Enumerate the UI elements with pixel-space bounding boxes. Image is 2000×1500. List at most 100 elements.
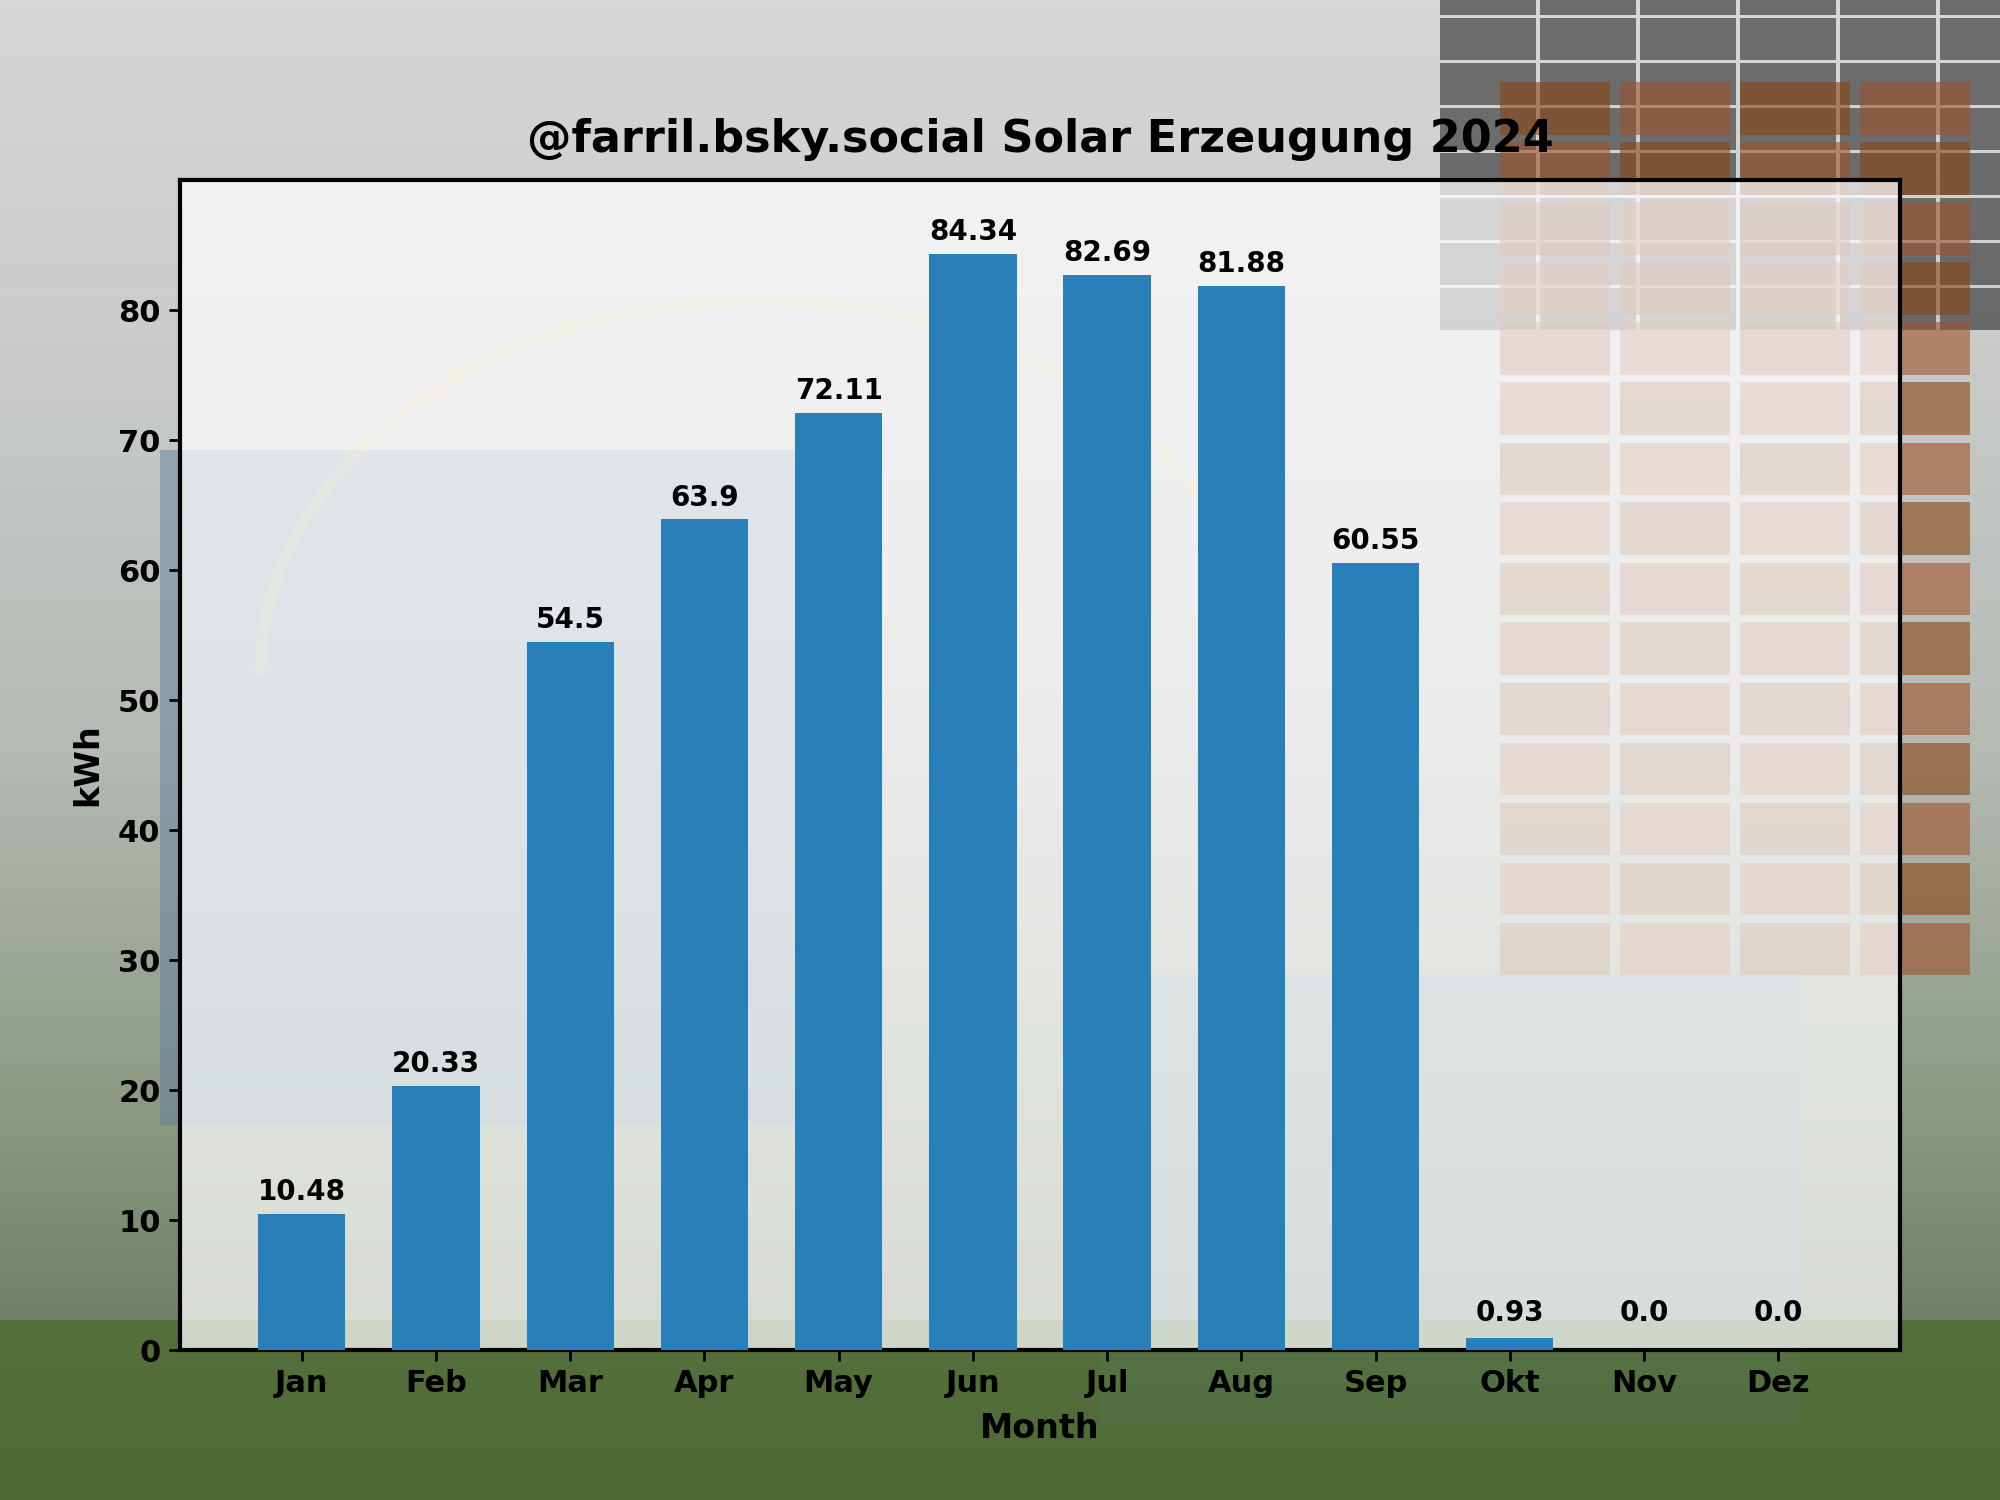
Bar — [1540, 18, 1636, 60]
Bar — [1860, 862, 1970, 915]
Bar — [1860, 503, 1970, 555]
Bar — [1860, 142, 1970, 195]
Bar — [1640, 243, 1736, 285]
Bar — [1940, 243, 2000, 285]
Bar — [1740, 382, 1850, 435]
Bar — [1500, 682, 1610, 735]
Bar — [1940, 63, 2000, 105]
Bar — [1540, 243, 1636, 285]
Bar — [1332, 562, 1420, 1350]
Bar — [1840, 243, 1936, 285]
Bar — [1440, 18, 1536, 60]
Bar — [1740, 202, 1850, 255]
Bar — [1860, 922, 1970, 975]
Bar — [1860, 562, 1970, 615]
Bar — [1740, 922, 1850, 975]
Bar — [1620, 562, 1730, 615]
Bar — [1500, 922, 1610, 975]
Text: 54.5: 54.5 — [536, 606, 604, 633]
X-axis label: Month: Month — [980, 1413, 1100, 1446]
Bar — [1500, 742, 1610, 795]
Bar — [1840, 198, 1936, 240]
Y-axis label: kWh: kWh — [72, 723, 104, 807]
Bar — [1440, 63, 1536, 105]
Bar — [1640, 108, 1736, 150]
Bar — [1620, 742, 1730, 795]
Bar — [258, 1214, 346, 1350]
Text: 60.55: 60.55 — [1332, 526, 1420, 555]
Bar — [1860, 82, 1970, 135]
Bar — [1640, 63, 1736, 105]
Bar — [1860, 742, 1970, 795]
Bar — [1740, 142, 1850, 195]
Text: 82.69: 82.69 — [1064, 238, 1152, 267]
Bar — [1500, 562, 1610, 615]
Bar — [1740, 622, 1850, 675]
Text: 81.88: 81.88 — [1198, 251, 1286, 278]
Bar — [1740, 562, 1850, 615]
Bar — [1500, 622, 1610, 675]
Bar — [1620, 503, 1730, 555]
Bar — [1640, 153, 1736, 195]
Bar — [1640, 18, 1736, 60]
Text: 0.93: 0.93 — [1476, 1299, 1544, 1326]
Bar — [1740, 153, 1836, 195]
Bar — [1740, 198, 1836, 240]
Bar — [1840, 288, 1936, 330]
Bar — [1540, 198, 1636, 240]
Bar — [1500, 202, 1610, 255]
Bar — [1840, 0, 1936, 15]
Bar — [1940, 153, 2000, 195]
Bar — [1940, 0, 2000, 15]
Bar — [1500, 802, 1610, 855]
Bar — [1940, 198, 2000, 240]
Bar — [1740, 682, 1850, 735]
Text: 10.48: 10.48 — [258, 1178, 346, 1206]
Bar — [1500, 503, 1610, 555]
Bar — [1840, 18, 1936, 60]
Bar — [1640, 0, 1736, 15]
Bar — [1620, 682, 1730, 735]
Bar — [1500, 862, 1610, 915]
Bar — [1466, 1338, 1554, 1350]
Bar — [1640, 288, 1736, 330]
Bar — [1198, 285, 1284, 1350]
Bar — [1064, 274, 1150, 1350]
Bar — [1740, 108, 1836, 150]
Bar — [1860, 682, 1970, 735]
Bar — [1440, 0, 1536, 15]
Bar — [1500, 262, 1610, 315]
Title: @farril.bsky.social Solar Erzeugung 2024: @farril.bsky.social Solar Erzeugung 2024 — [526, 118, 1554, 160]
Bar — [1500, 142, 1610, 195]
Bar — [1860, 622, 1970, 675]
Bar — [1740, 18, 1836, 60]
Bar — [930, 254, 1016, 1350]
Bar — [1860, 262, 1970, 315]
Bar — [1740, 322, 1850, 375]
Bar — [1740, 243, 1836, 285]
Bar — [1860, 442, 1970, 495]
Bar — [1620, 82, 1730, 135]
Bar — [1740, 802, 1850, 855]
Bar — [1860, 802, 1970, 855]
Bar — [1940, 18, 2000, 60]
Bar — [1440, 288, 1536, 330]
Bar — [1540, 63, 1636, 105]
Bar — [526, 642, 614, 1350]
Bar — [0, 1320, 2000, 1500]
Bar — [1620, 862, 1730, 915]
Bar — [1740, 63, 1836, 105]
Bar — [1740, 862, 1850, 915]
Bar — [1440, 198, 1536, 240]
Bar — [1540, 108, 1636, 150]
Bar — [1840, 153, 1936, 195]
Bar — [1740, 442, 1850, 495]
Bar — [1740, 82, 1850, 135]
Bar — [660, 519, 748, 1350]
Text: 72.11: 72.11 — [794, 376, 882, 405]
Bar — [1940, 288, 2000, 330]
Bar — [1620, 202, 1730, 255]
Bar — [1740, 503, 1850, 555]
Bar — [1860, 202, 1970, 255]
Bar — [796, 413, 882, 1350]
